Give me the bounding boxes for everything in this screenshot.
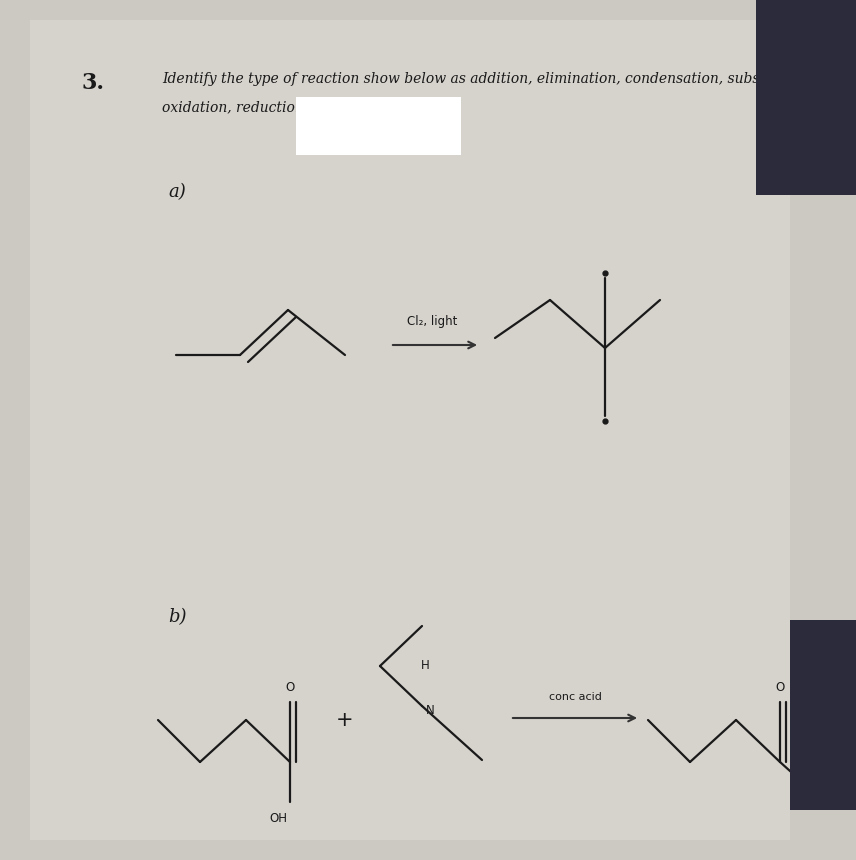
Text: b): b) <box>168 608 187 626</box>
Text: N: N <box>816 796 824 808</box>
Text: H: H <box>420 659 430 672</box>
Text: conc acid: conc acid <box>549 692 602 702</box>
Text: Cl₂, light: Cl₂, light <box>407 315 457 328</box>
Text: oxidation, reduction.: oxidation, reduction. <box>162 100 308 114</box>
Text: O: O <box>285 681 294 694</box>
Text: OH: OH <box>269 812 287 825</box>
Text: O: O <box>776 681 785 694</box>
Text: +: + <box>336 710 354 730</box>
FancyBboxPatch shape <box>756 0 856 195</box>
Text: 3.: 3. <box>82 72 105 94</box>
Text: N: N <box>425 703 434 716</box>
Text: a): a) <box>168 183 186 201</box>
FancyBboxPatch shape <box>296 97 461 155</box>
FancyBboxPatch shape <box>30 20 790 840</box>
Text: Identify the type of reaction show below as addition, elimination, condensation,: Identify the type of reaction show below… <box>162 72 816 86</box>
FancyBboxPatch shape <box>790 620 856 810</box>
